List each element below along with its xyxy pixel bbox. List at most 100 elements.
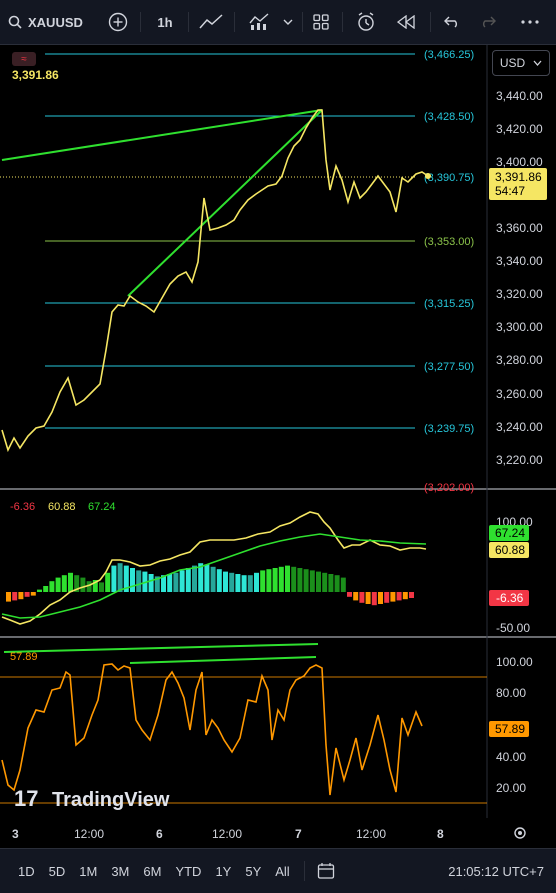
range-5d[interactable]: 5D xyxy=(48,863,66,879)
fib-retracement[interactable]: (3,466.25) (3,428.50) (3,390.75) (3,353.… xyxy=(0,49,474,494)
histogram-bar xyxy=(396,592,402,601)
price-axis[interactable]: 3,440.00 3,420.00 3,400.00 3,360.00 3,34… xyxy=(496,89,543,467)
price-tick: 3,340.00 xyxy=(496,254,543,268)
more-dots-icon xyxy=(521,20,539,24)
time-tick: 12:00 xyxy=(356,827,386,841)
histogram-bar xyxy=(272,568,278,592)
range-6m[interactable]: 6M xyxy=(143,863,162,879)
histogram-bar xyxy=(6,592,11,602)
range-all[interactable]: All xyxy=(275,863,290,879)
rsi-trend-line[interactable] xyxy=(129,656,317,664)
histogram-bar xyxy=(291,566,297,592)
histogram-bar xyxy=(402,592,408,600)
price-line[interactable] xyxy=(1,109,429,453)
price-tick: 3,300.00 xyxy=(496,320,543,334)
clock[interactable]: 21:05:12 UTC+7 xyxy=(448,863,544,879)
histogram-bar xyxy=(86,581,92,592)
histogram-bar xyxy=(12,592,18,601)
chart-canvas[interactable]: (3,466.25) (3,428.50) (3,390.75) (3,353.… xyxy=(0,45,556,848)
indicator1-fast-line[interactable] xyxy=(1,511,427,625)
range-1d[interactable]: 1D xyxy=(18,863,35,879)
legend-price: 3,391.86 xyxy=(12,68,59,82)
rsi-line[interactable] xyxy=(1,663,423,796)
time-axis[interactable]: 3 12:00 6 12:00 7 12:00 8 xyxy=(12,827,444,841)
histogram-bar xyxy=(371,592,377,606)
range-5y[interactable]: 5Y xyxy=(245,863,262,879)
price-tick: 3,320.00 xyxy=(496,287,543,301)
histogram-bar xyxy=(136,570,142,592)
redo-button[interactable] xyxy=(476,0,500,44)
histogram-bar xyxy=(316,571,321,592)
replay-button[interactable] xyxy=(392,0,420,44)
histogram[interactable] xyxy=(6,563,414,606)
fib-label: (3,390.75) xyxy=(424,172,474,184)
last-price-tag xyxy=(489,168,547,200)
alert-button[interactable] xyxy=(352,0,380,44)
price-tick: 3,240.00 xyxy=(496,420,543,434)
bar-countdown: 54:47 xyxy=(495,184,525,198)
rsi-tick: 40.00 xyxy=(496,750,526,764)
trend-line[interactable] xyxy=(127,109,323,297)
indicator1-slow-line[interactable] xyxy=(1,533,427,619)
histogram-bar xyxy=(285,565,290,592)
search-icon xyxy=(8,15,22,29)
rsi-tick: 100.00 xyxy=(496,655,533,669)
fib-label: (3,315.25) xyxy=(424,298,474,310)
date-range-button[interactable] xyxy=(317,862,335,880)
histogram-bar xyxy=(18,592,24,600)
top-toolbar: XAUUSD 1h xyxy=(0,0,556,45)
settings-icon[interactable] xyxy=(514,827,526,839)
histogram-bar xyxy=(260,570,266,592)
range-ytd[interactable]: YTD xyxy=(175,863,202,879)
more-button[interactable] xyxy=(516,0,544,44)
histogram-bar xyxy=(161,575,166,592)
range-3m[interactable]: 3M xyxy=(111,863,130,879)
rsi-trend-line[interactable] xyxy=(3,643,319,653)
chart-type-button[interactable] xyxy=(196,0,226,44)
fib-label: (3,353.00) xyxy=(424,236,474,248)
histogram-bar xyxy=(68,572,73,592)
symbol-search[interactable]: XAUUSD xyxy=(8,0,86,44)
histogram-bar xyxy=(173,572,179,592)
histogram-bar xyxy=(297,568,303,592)
currency-selector[interactable]: USD xyxy=(492,50,550,76)
histogram-bar xyxy=(61,575,67,592)
range-1y[interactable]: 1Y xyxy=(215,863,232,879)
histogram-bar xyxy=(123,565,129,592)
histogram-bar xyxy=(43,586,49,592)
range-1m[interactable]: 1M xyxy=(79,863,98,879)
undo-icon xyxy=(444,16,457,28)
price-tick: 3,420.00 xyxy=(496,122,543,136)
add-symbol-button[interactable] xyxy=(105,0,131,44)
rsi-tick: 80.00 xyxy=(496,686,526,700)
line-chart-icon xyxy=(199,14,223,29)
histogram-bar xyxy=(92,580,98,592)
interval-button[interactable]: 1h xyxy=(150,0,180,44)
histogram-bar xyxy=(303,569,309,592)
histogram-bar xyxy=(198,563,204,592)
svg-text:17: 17 xyxy=(14,786,38,811)
time-tick: 8 xyxy=(437,827,444,841)
indicators-button[interactable] xyxy=(244,0,274,44)
histogram-bar xyxy=(30,592,36,596)
trend-line[interactable] xyxy=(1,109,323,161)
layouts-button[interactable] xyxy=(308,0,334,44)
plus-circle-icon xyxy=(108,12,128,32)
histogram-bar xyxy=(309,570,315,592)
rsi-tick: 20.00 xyxy=(496,781,526,795)
indicators-dropdown[interactable] xyxy=(280,0,296,44)
bottom-toolbar: 1D 5D 1M 3M 6M YTD 1Y 5Y All 21:05:12 UT… xyxy=(0,848,556,893)
grid-icon xyxy=(313,14,329,30)
histogram-bar xyxy=(99,582,104,592)
histogram-bar xyxy=(210,566,216,592)
histogram-bar xyxy=(111,565,117,592)
rsi-value: 57.89 xyxy=(10,651,38,663)
histogram-bar xyxy=(384,592,390,603)
histogram-bar xyxy=(192,565,197,592)
undo-button[interactable] xyxy=(440,0,464,44)
symbol-label: XAUUSD xyxy=(28,14,83,30)
histogram-bar xyxy=(235,574,241,592)
histogram-bar xyxy=(148,574,154,592)
histogram-bar xyxy=(105,572,111,592)
time-tick: 3 xyxy=(12,827,19,841)
